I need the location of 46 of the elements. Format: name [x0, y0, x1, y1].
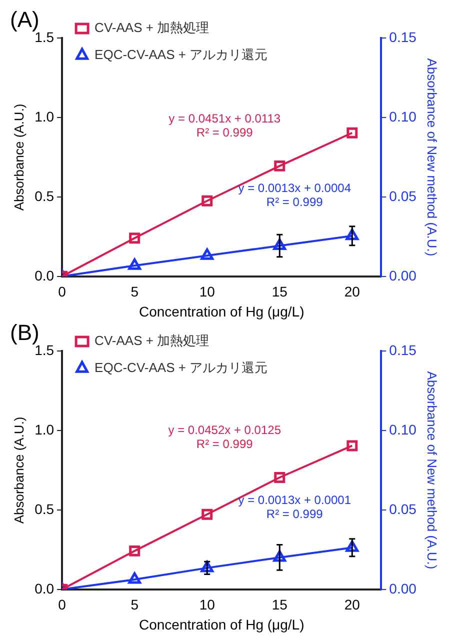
- x-tick-label: 20: [344, 596, 360, 613]
- point: [129, 232, 140, 244]
- y2-tick-label: 0.15: [389, 28, 417, 45]
- point: [129, 545, 140, 556]
- y-tick-label: 0.0: [34, 580, 54, 596]
- y-axis-title: Absorbance (A.U.): [11, 104, 26, 211]
- y2-tick-label: 0.10: [389, 421, 417, 438]
- point: [128, 572, 142, 584]
- y-tick-label: 0.5: [34, 188, 54, 204]
- y2-tick-label: 0.05: [389, 500, 417, 517]
- legend-label: CV-AAS + 加熱処理: [94, 333, 210, 348]
- annotation: y = 0.0013x + 0.0004 R² = 0.999: [238, 181, 352, 210]
- annotation: y = 0.0451x + 0.0113 R² = 0.999: [168, 111, 281, 140]
- x-tick-label: 15: [272, 596, 288, 613]
- legend-label: CV-AAS + 加熱処理: [94, 20, 210, 36]
- y2-tick-label: 0.00: [389, 267, 417, 284]
- point: [202, 195, 213, 206]
- y-axis-title: Absorbance (A.U.): [11, 416, 26, 524]
- x-tick-label: 0: [58, 596, 66, 613]
- annotation: y = 0.0452x + 0.0125 R² = 0.999: [168, 422, 282, 451]
- y2-axis-title: Absorbance of New method (A.U.): [424, 58, 440, 256]
- x-tick-label: 0: [58, 284, 66, 300]
- y-tick-label: 0.5: [34, 500, 54, 517]
- y-tick-label: 1.0: [34, 108, 54, 124]
- x-tick-label: 5: [130, 596, 139, 613]
- legend-label: EQC-CV-AAS + アルカリ還元: [94, 360, 268, 376]
- point: [274, 472, 286, 484]
- x-tick-label: 15: [272, 284, 288, 300]
- legend-label: EQC-CV-AAS + アルカリ還元: [94, 47, 268, 62]
- x-tick-label: 10: [199, 284, 216, 300]
- x-axis-title: Concentration of Hg (μg/L): [138, 616, 304, 632]
- x-tick-label: 5: [130, 284, 139, 300]
- x-axis-title: Concentration of Hg (μg/L): [138, 303, 304, 320]
- point: [202, 508, 213, 520]
- point: [346, 127, 358, 138]
- point: [346, 440, 358, 452]
- y2-axis-title: Absorbance of New method (A.U.): [424, 371, 440, 570]
- y-tick-label: 1.0: [34, 421, 54, 438]
- y2-tick-label: 0.05: [389, 188, 417, 204]
- y2-tick-label: 0.00: [389, 580, 417, 596]
- point: [274, 160, 286, 172]
- x-tick-label: 10: [199, 596, 216, 613]
- y2-tick-label: 0.10: [389, 108, 417, 124]
- x-tick-label: 20: [344, 284, 360, 300]
- y2-tick-label: 0.15: [389, 342, 417, 358]
- y-tick-label: 0.0: [34, 267, 54, 284]
